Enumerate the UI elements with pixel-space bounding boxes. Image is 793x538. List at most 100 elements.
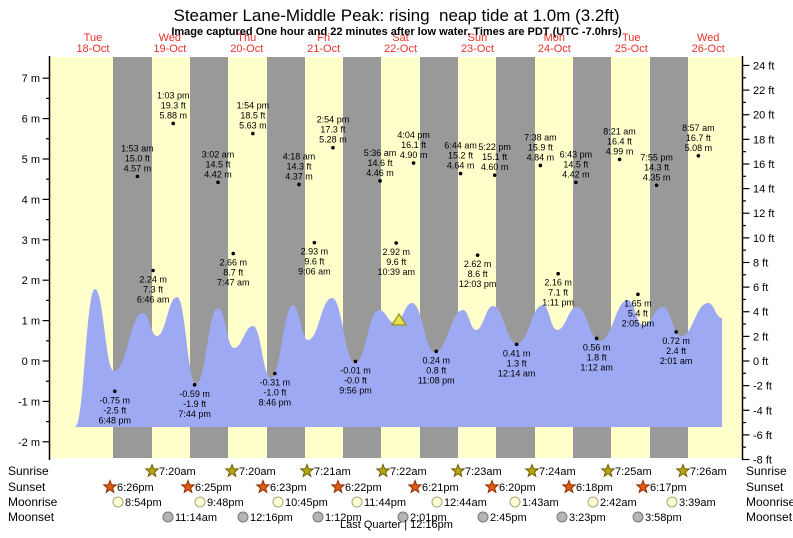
moonrise-time-label: 9:48pm	[207, 497, 244, 509]
tide-annotation-text: 2.24 m	[139, 275, 167, 285]
sunrise-time-label: 7:20am	[239, 466, 276, 478]
tide-annotation-text: 15.9 ft	[528, 142, 554, 152]
tide-annotation-text: 2.66 m	[219, 258, 247, 268]
sunrise-icon	[224, 463, 240, 478]
right-axis-tick-label: 24 ft	[753, 60, 774, 72]
sunset-icon	[407, 479, 423, 494]
tide-annotation-dot	[475, 253, 480, 257]
moonrise-icon	[666, 496, 678, 508]
tide-annotation-dot	[378, 179, 382, 183]
tide-annotation-text: 15.1 ft	[482, 152, 508, 162]
left-axis-tick-label: 7 m	[22, 73, 40, 85]
tide-annotation-dot	[331, 145, 335, 150]
day-date-label: 19-Oct	[153, 43, 186, 55]
sunset-icon	[484, 479, 500, 494]
moonset-time-label: 3:58pm	[645, 512, 682, 524]
sunset-icon	[180, 479, 196, 494]
tide-annotation-text: 4.84 m	[527, 152, 555, 162]
tide-annotation-text: 1.65 m	[624, 298, 652, 308]
tide-annotation-text: 1.3 ft	[507, 358, 528, 368]
tide-annotation-text: 16.1 ft	[401, 140, 427, 150]
tide-annotation-dot	[231, 251, 236, 256]
left-axis-tick-label: 3 m	[22, 235, 40, 247]
day-date-label: 26-Oct	[692, 43, 725, 55]
tide-annotation-text: 8:46 pm	[259, 398, 292, 408]
tide-annotation-text: 2.62 m	[464, 259, 492, 269]
tide-annotation-text: 8:57 am	[682, 123, 715, 133]
tide-annotation-text: -0.75 m	[99, 395, 130, 405]
tide-annotation-text: 5.28 m	[319, 135, 347, 145]
right-axis-tick-label: 6 ft	[753, 282, 768, 294]
tide-annotation-text: 4.60 m	[481, 162, 509, 172]
left-axis-tick-label: 1 m	[22, 316, 40, 328]
sunrise-icon	[299, 463, 315, 478]
left-axis-tick-label: -2 m	[18, 437, 40, 449]
right-axis-tick-label: 8 ft	[753, 257, 768, 269]
astro-row-label-left: Moonset	[8, 510, 55, 524]
sunset-time-label: 6:17pm	[650, 482, 687, 494]
tide-annotation-dot	[636, 292, 640, 297]
tide-annotation-text: 6:44 am	[444, 141, 477, 151]
moon-phase-label: Last Quarter | 12:16pm	[340, 519, 453, 531]
tide-annotation-text: 2.93 m	[301, 247, 329, 257]
moonrise-icon	[587, 496, 599, 508]
moonset-icon	[397, 511, 409, 523]
tide-annotation-text: 4.99 m	[606, 146, 634, 156]
sunset-time-label: 6:25pm	[195, 482, 232, 494]
tide-annotation-text: 5.4 ft	[628, 308, 649, 318]
left-axis-tick-label: 0 m	[22, 356, 40, 368]
tide-annotation-text: 4.64 m	[447, 161, 475, 171]
astro-row-label-right: Moonrise	[746, 495, 793, 509]
tide-annotation-text: 5:22 pm	[478, 142, 511, 152]
day-name-label: Tue	[84, 32, 103, 44]
right-axis-tick-label: 12 ft	[753, 208, 774, 220]
tide-annotation-text: 14.6 ft	[368, 158, 394, 168]
sunrise-time-label: 7:25am	[615, 466, 652, 478]
left-axis-tick-label: -1 m	[18, 396, 40, 408]
moonrise-time-label: 11:44pm	[364, 497, 406, 509]
tide-annotation-text: 17.3 ft	[320, 125, 346, 135]
sunset-icon	[255, 479, 271, 494]
tide-annotation-dot	[458, 171, 463, 176]
moonset-icon	[556, 511, 568, 523]
day-date-label: 22-Oct	[384, 43, 417, 55]
tide-annotation-text: 12:14 am	[498, 368, 536, 378]
moonset-time-label: 2:45pm	[490, 512, 527, 524]
tide-annotation-text: 14.3 ft	[644, 162, 670, 172]
sunset-time-label: 6:22pm	[345, 482, 382, 494]
tide-annotation-text: -0.59 m	[179, 389, 210, 399]
astro-row-label-right: Sunset	[746, 480, 784, 494]
moonset-time-label: 3:23pm	[569, 512, 606, 524]
tide-annotation-dot	[353, 359, 358, 364]
sunrise-icon	[675, 463, 691, 478]
tide-annotation-dot	[514, 342, 519, 347]
sunset-time-label: 6:23pm	[270, 482, 307, 494]
day-name-label: Wed	[159, 32, 181, 44]
astro-row-label-left: Moonrise	[8, 495, 58, 509]
sunset-icon	[330, 479, 346, 494]
tide-annotation-text: 4:04 pm	[397, 130, 430, 140]
tide-annotation-text: 7.3 ft	[143, 285, 164, 295]
right-axis-tick-label: -2 ft	[753, 381, 772, 393]
tide-annotation-text: 1:54 pm	[237, 101, 270, 111]
tide-annotation-dot	[654, 183, 659, 188]
moonset-time-label: 2:01pm	[410, 512, 447, 524]
tide-annotation-text: 2.16 m	[544, 278, 572, 288]
right-axis-tick-label: 20 ft	[753, 110, 774, 122]
tide-annotation-text: 10:39 am	[377, 267, 415, 277]
day-name-label: Tue	[622, 32, 641, 44]
tide-annotation-text: 4.35 m	[643, 172, 671, 182]
tide-annotation-text: 1:03 pm	[157, 90, 190, 100]
astro-row-label-right: Moonset	[746, 510, 793, 524]
tide-annotation-dot	[492, 173, 497, 177]
moonrise-icon	[431, 496, 443, 508]
tide-annotation-text: 5.88 m	[159, 110, 187, 120]
tide-annotation-text: 2:01 am	[660, 356, 693, 366]
sunrise-icon	[600, 463, 616, 478]
sunrise-time-label: 7:20am	[159, 466, 196, 478]
sunset-time-label: 6:26pm	[117, 482, 154, 494]
moonrise-time-label: 12:44am	[444, 497, 487, 509]
right-axis-tick-label: 4 ft	[753, 307, 768, 319]
left-axis-tick-label: 5 m	[22, 154, 40, 166]
sunrise-icon	[375, 463, 391, 478]
